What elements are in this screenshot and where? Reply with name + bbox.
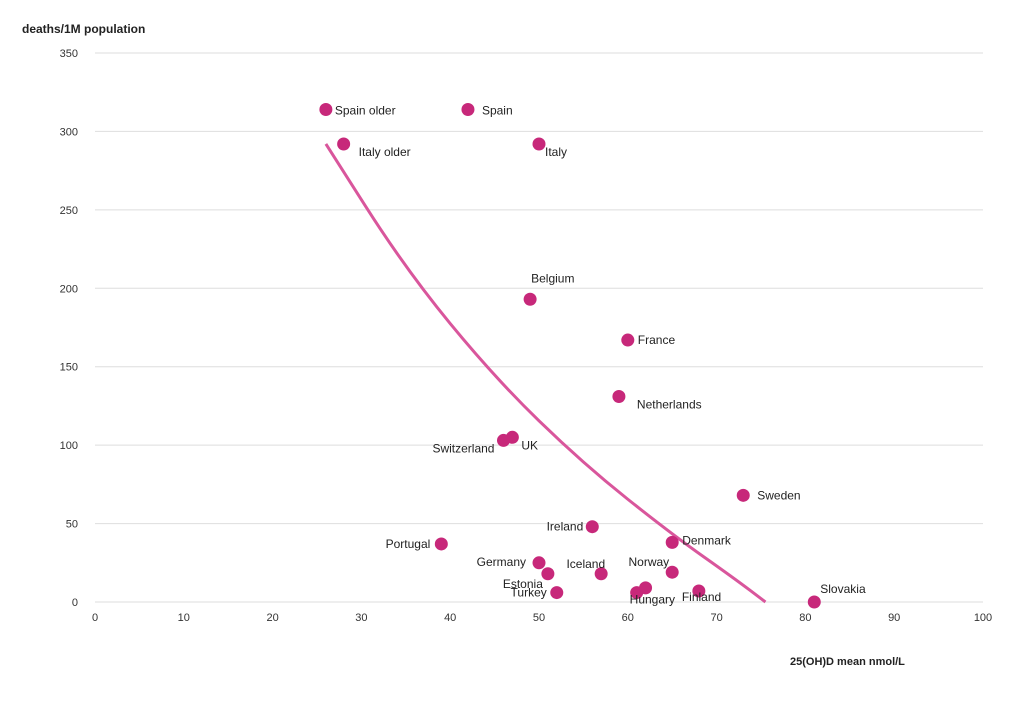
point-label: Iceland xyxy=(566,557,605,571)
x-tick-label: 40 xyxy=(444,612,456,624)
point-label: Spain older xyxy=(335,103,396,117)
x-tick-label: 30 xyxy=(355,612,367,624)
data-point xyxy=(807,595,821,609)
point-label: Ireland xyxy=(547,520,584,534)
x-tick-label: 80 xyxy=(799,612,811,624)
data-point xyxy=(550,586,564,600)
point-label: Spain xyxy=(482,103,513,117)
x-tick-label: 0 xyxy=(92,612,98,624)
data-point xyxy=(612,390,626,404)
data-point xyxy=(639,581,653,595)
data-point xyxy=(337,137,351,151)
point-label: Belgium xyxy=(531,271,574,285)
data-point xyxy=(434,537,448,551)
point-labels: Spain older Spain Italy older Italy Belgium F… xyxy=(335,103,866,606)
data-point xyxy=(594,567,608,581)
y-axis-title: deaths/1M population xyxy=(22,22,146,36)
data-point xyxy=(541,567,555,581)
point-label: Denmark xyxy=(682,533,732,547)
point-label: Finland xyxy=(682,590,721,604)
data-point xyxy=(505,430,519,444)
point-label: Turkey xyxy=(511,586,547,600)
point-label: UK xyxy=(521,438,538,452)
point-label: France xyxy=(638,333,676,347)
y-tick-label: 0 xyxy=(72,597,78,609)
data-point xyxy=(532,556,546,570)
x-tick-label: 50 xyxy=(533,612,545,624)
x-tick-label: 90 xyxy=(888,612,900,624)
point-label: Norway xyxy=(629,555,670,569)
point-label: Switzerland xyxy=(432,441,494,455)
trend-line xyxy=(324,143,767,604)
x-tick-label: 100 xyxy=(974,612,992,624)
y-tick-label: 50 xyxy=(66,519,78,531)
x-tick-label: 20 xyxy=(266,612,278,624)
point-label: Estonia xyxy=(503,577,543,591)
y-tick-label: 350 xyxy=(60,48,78,60)
data-point xyxy=(319,102,333,116)
data-points xyxy=(319,102,821,609)
data-point xyxy=(665,535,679,549)
point-label: Germany xyxy=(477,555,526,569)
y-tick-label: 250 xyxy=(60,205,78,217)
y-tick-label: 200 xyxy=(60,283,78,295)
data-point xyxy=(736,488,750,502)
data-point xyxy=(523,292,537,306)
x-tick-label: 70 xyxy=(710,612,722,624)
point-label: Italy xyxy=(545,145,567,159)
y-tick-labels: 0 50 100 150 200 250 300 350 xyxy=(60,48,78,609)
gridlines xyxy=(95,52,983,603)
data-point xyxy=(692,584,706,598)
data-point xyxy=(665,565,679,579)
data-point xyxy=(532,137,546,151)
point-label: Portugal xyxy=(386,537,431,551)
point-label: Italy older xyxy=(359,145,411,159)
point-label: Netherlands xyxy=(637,398,702,412)
point-label: Slovakia xyxy=(820,582,866,596)
x-tick-labels: 0 10 20 30 40 50 60 70 80 90 100 xyxy=(92,612,992,624)
point-label: Hungary xyxy=(630,593,675,607)
data-point xyxy=(621,333,635,347)
x-axis-title: 25(OH)D mean nmol/L xyxy=(790,656,905,668)
y-tick-label: 100 xyxy=(60,440,78,452)
y-tick-label: 150 xyxy=(60,362,78,374)
x-tick-label: 60 xyxy=(622,612,634,624)
data-point xyxy=(585,520,599,534)
y-tick-label: 300 xyxy=(60,126,78,138)
x-tick-label: 10 xyxy=(178,612,190,624)
data-point xyxy=(461,102,475,116)
point-label: Sweden xyxy=(757,488,800,502)
